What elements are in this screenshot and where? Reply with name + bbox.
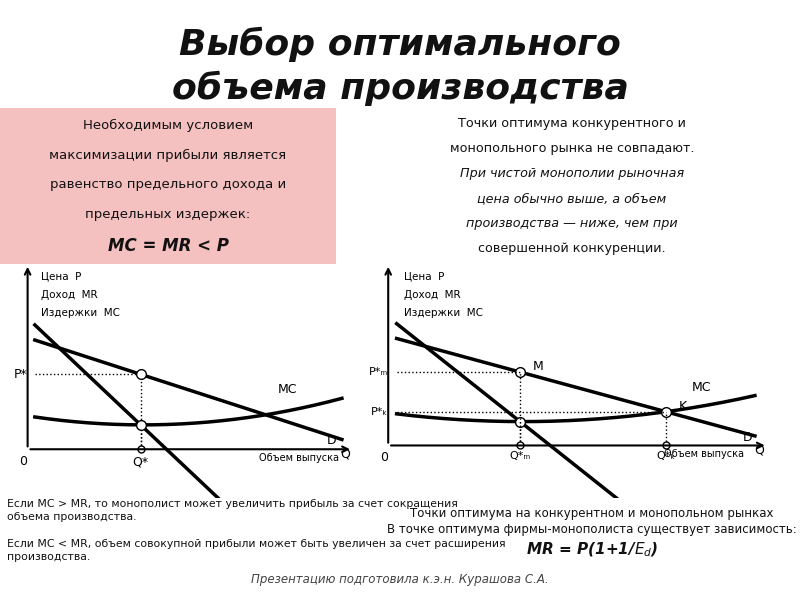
- Text: Доход  MR: Доход MR: [404, 290, 460, 300]
- Text: K: K: [678, 400, 686, 413]
- Text: Точки оптимума на конкурентном и монопольном рынках: Точки оптимума на конкурентном и монопол…: [410, 506, 774, 520]
- Text: цена обычно выше, а объем: цена обычно выше, а объем: [478, 192, 666, 205]
- Text: P*ₘ: P*ₘ: [369, 367, 388, 377]
- Text: P*ₖ: P*ₖ: [371, 407, 388, 417]
- Text: D: D: [326, 434, 336, 448]
- Text: предельных издержек:: предельных издержек:: [86, 208, 250, 221]
- Text: D: D: [742, 431, 752, 443]
- Text: Q*ₘ: Q*ₘ: [510, 451, 530, 461]
- Text: Точки оптимума конкурентного и: Точки оптимума конкурентного и: [458, 118, 686, 130]
- Text: Q*ₖ: Q*ₖ: [656, 451, 675, 461]
- Text: 0: 0: [20, 455, 28, 468]
- Text: Объем выпуска: Объем выпуска: [664, 449, 744, 459]
- Text: совершенной конкуренции.: совершенной конкуренции.: [478, 242, 666, 255]
- Text: Цена  P: Цена P: [404, 271, 444, 281]
- Text: монопольного рынка не совпадают.: монопольного рынка не совпадают.: [450, 142, 694, 155]
- Text: Объем выпуска: Объем выпуска: [258, 453, 338, 463]
- Text: максимизации прибыли является: максимизации прибыли является: [50, 149, 286, 161]
- Text: Q: Q: [754, 443, 764, 456]
- Text: В точке оптимума фирмы-монополиста существует зависимость:: В точке оптимума фирмы-монополиста сущес…: [387, 523, 797, 536]
- Text: P*: P*: [14, 368, 28, 381]
- Text: Если MC > MR, то монополист может увеличить прибыль за счет сокращения
объема пр: Если MC > MR, то монополист может увелич…: [7, 499, 506, 562]
- Text: объема производства: объема производства: [171, 70, 629, 106]
- Text: Выбор оптимального: Выбор оптимального: [179, 27, 621, 62]
- Text: равенство предельного дохода и: равенство предельного дохода и: [50, 178, 286, 191]
- Text: Презентацию подготовила к.э.н. Курашова С.А.: Презентацию подготовила к.э.н. Курашова …: [251, 572, 549, 586]
- Text: Издержки  MC: Издержки MC: [41, 308, 120, 319]
- Text: Цена  P: Цена P: [41, 271, 81, 281]
- FancyBboxPatch shape: [0, 108, 336, 264]
- Text: MC = MR < P: MC = MR < P: [107, 238, 229, 256]
- Text: Q: Q: [341, 447, 350, 460]
- Text: Издержки  MC: Издержки MC: [404, 308, 482, 319]
- Text: MC: MC: [278, 383, 298, 397]
- Text: MR = P(1+1/$E_d$): MR = P(1+1/$E_d$): [526, 540, 658, 559]
- Text: MC: MC: [692, 381, 711, 394]
- Text: M: M: [533, 360, 543, 373]
- Text: 0: 0: [380, 451, 388, 464]
- Text: Доход  MR: Доход MR: [41, 290, 98, 300]
- Text: Q*: Q*: [133, 455, 149, 468]
- Text: производства — ниже, чем при: производства — ниже, чем при: [466, 217, 678, 230]
- Text: При чистой монополии рыночная: При чистой монополии рыночная: [460, 167, 684, 180]
- Text: Необходимым условием: Необходимым условием: [83, 119, 253, 132]
